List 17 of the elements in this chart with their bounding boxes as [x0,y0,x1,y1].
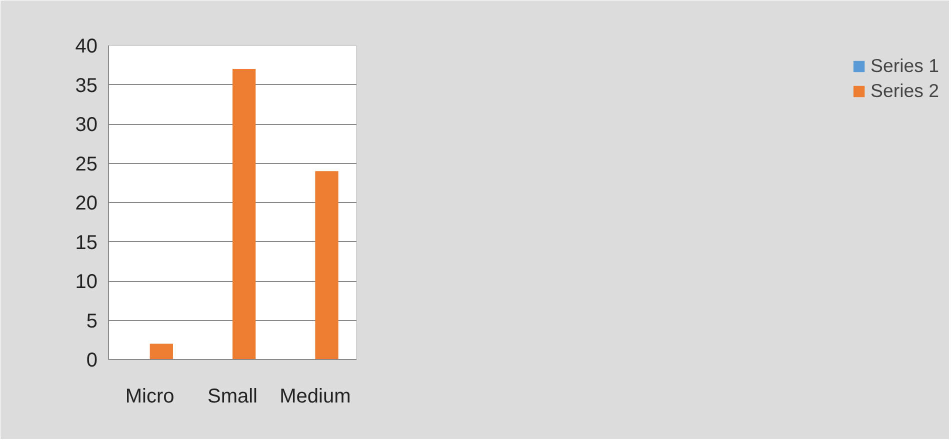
x-tick-label: Micro [125,386,174,408]
y-tick-label: 0 [86,350,98,372]
bar [232,69,256,360]
x-tick-label: Medium [280,386,351,408]
y-tick-label: 40 [75,36,98,58]
y-tick-label: 15 [75,232,98,254]
bar [150,344,173,360]
y-tick-label: 25 [75,153,98,176]
y-tick-label: 30 [75,114,98,136]
bar [315,171,338,360]
x-tick-label: Small [207,386,258,408]
y-tick-label: 35 [75,74,98,97]
legend-label: Series 1 [870,55,939,77]
legend-label: Series 2 [870,80,939,102]
y-tick-label: 10 [75,271,98,293]
y-tick-label: 20 [75,192,98,214]
y-tick-label: 5 [86,310,98,332]
